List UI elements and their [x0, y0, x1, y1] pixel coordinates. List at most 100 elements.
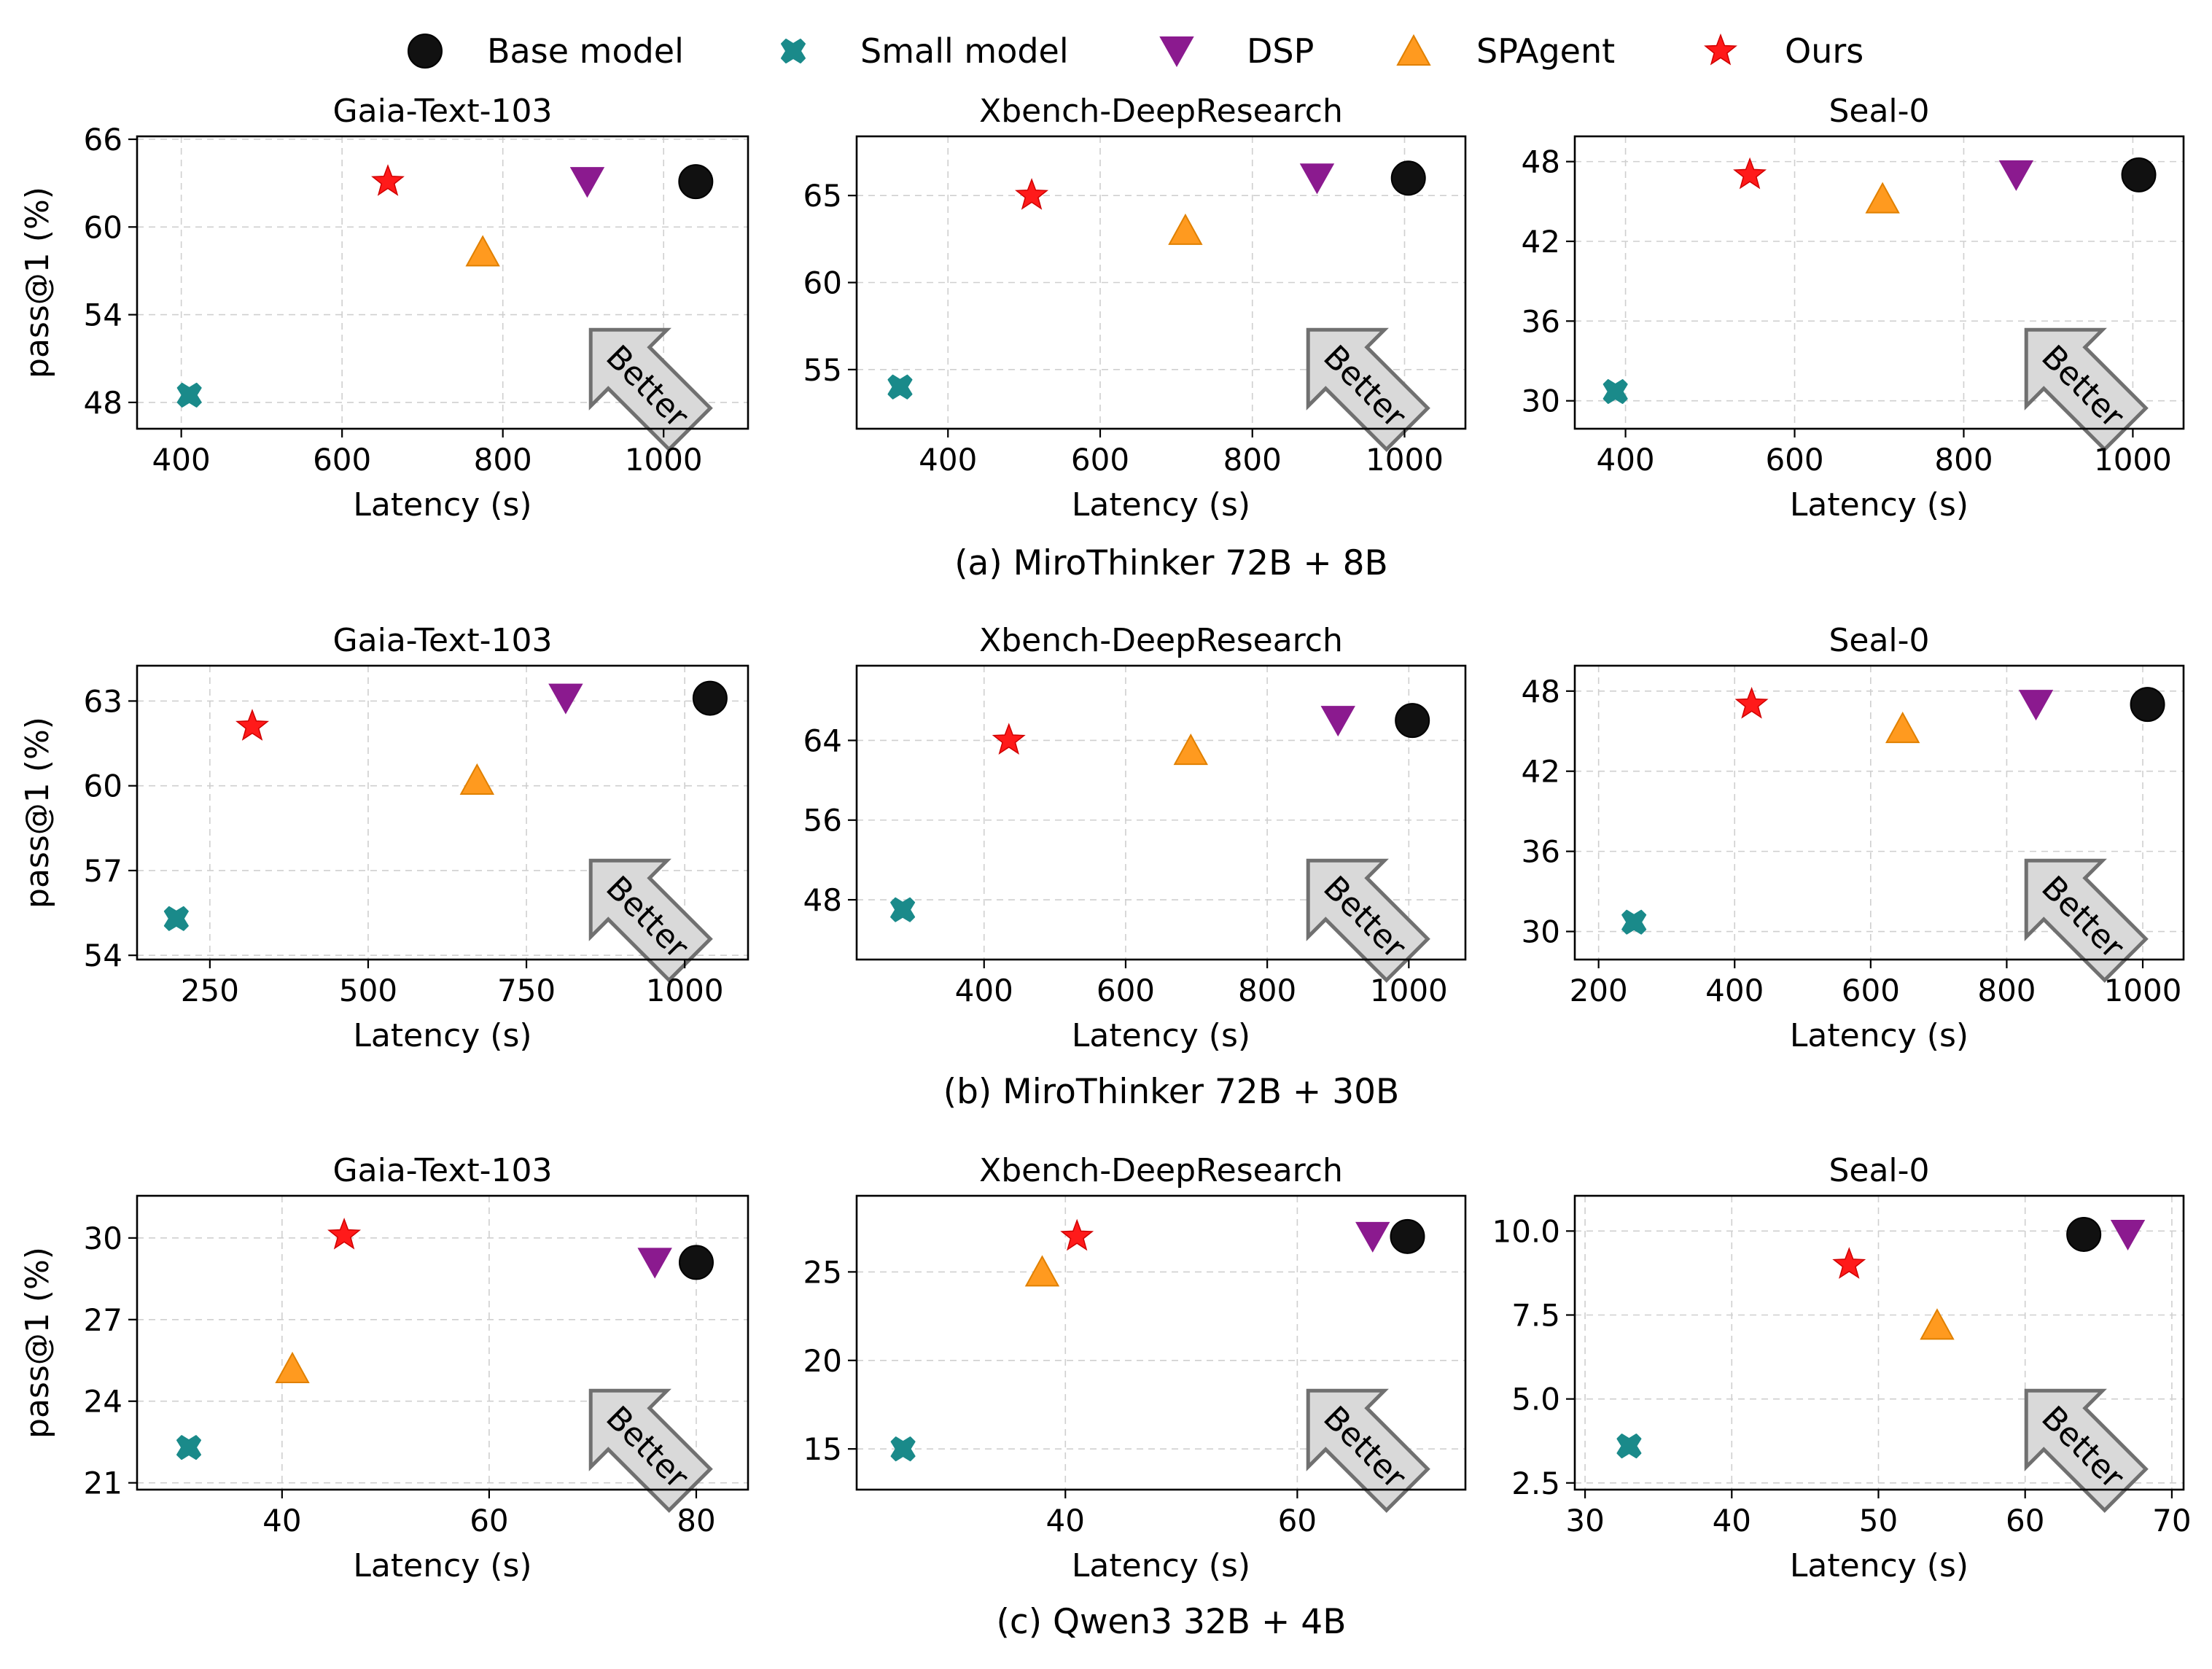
x-tick-label: 500 [339, 973, 397, 1008]
point-base [1390, 1218, 1425, 1254]
point-base [2121, 157, 2157, 192]
x-tick-label: 60 [1278, 1503, 1317, 1538]
y-tick-label: 36 [1522, 834, 1560, 870]
subplot: Better 200 400 600 800 1000 30 36 42 48 Seal-0 Late… [1522, 622, 2185, 1054]
x-tick-label: 1000 [646, 973, 724, 1008]
subplot-title: Seal-0 [1829, 622, 1929, 659]
y-tick-label: 48 [803, 882, 842, 918]
point-spa [1168, 213, 1203, 245]
plot-frame [855, 1194, 1467, 1491]
point-small [176, 1435, 202, 1460]
y-tick-label: 48 [1522, 144, 1560, 180]
x-tick-label: 80 [677, 1503, 715, 1538]
subplot-title: Xbench-DeepResearch [979, 1152, 1343, 1189]
x-tick-label: 600 [1071, 442, 1129, 478]
point-small [890, 897, 916, 922]
x-tick-label: 600 [313, 442, 371, 478]
better-arrow: Better [588, 1388, 713, 1513]
x-tick-label: 30 [1565, 1503, 1604, 1538]
x-tick-label: 800 [1934, 442, 1993, 478]
x-tick-label: 40 [1713, 1503, 1751, 1538]
subplot-title: Gaia-Text-103 [333, 1152, 553, 1189]
point-dsp [1998, 160, 2034, 191]
x-axis-label: Latency (s) [353, 1547, 531, 1584]
legend: Base model Small model DSP SPAgent Ours [408, 31, 1864, 71]
y-tick-label: 5.0 [1511, 1382, 1560, 1417]
plot-frame [136, 1194, 749, 1491]
point-dsp [1355, 1221, 1390, 1253]
y-tick-label: 21 [84, 1466, 122, 1501]
point-small [890, 1436, 916, 1462]
point-ours [1733, 157, 1767, 190]
better-arrow: Better [2024, 1388, 2149, 1513]
y-tick-label: 15 [803, 1431, 842, 1467]
point-dsp [569, 167, 605, 198]
grid [137, 1196, 748, 1490]
x-tick-label: 400 [919, 442, 977, 478]
subplot: Better 400 600 800 1000 30 36 42 48 Seal-0 Latency… [1522, 93, 2185, 524]
point-ours [1060, 1218, 1094, 1251]
y-tick-label: 27 [84, 1302, 122, 1338]
y-tick-label: 64 [803, 723, 842, 758]
point-ours [992, 723, 1026, 755]
x-tick-label: 800 [474, 442, 532, 478]
point-ours [1734, 686, 1769, 719]
better-arrow: Better [2024, 327, 2149, 452]
point-small [163, 906, 189, 931]
subplot: Better 40 60 80 21 24 27 30 Gaia-Text-103 Latency… [19, 1152, 749, 1584]
better-arrow: Better [588, 327, 713, 452]
point-spa [1024, 1255, 1060, 1287]
better-arrow: Better [588, 858, 713, 983]
x-tick-label: 400 [1596, 442, 1654, 478]
grid [137, 666, 748, 960]
point-dsp [637, 1248, 672, 1279]
x-axis-label: Latency (s) [1790, 1547, 1968, 1584]
x-tick-label: 400 [152, 442, 211, 478]
better-arrow: Better [1306, 858, 1430, 983]
y-tick-label: 7.5 [1511, 1298, 1560, 1334]
grid [137, 136, 748, 429]
y-tick-label: 30 [1522, 384, 1560, 419]
point-dsp [548, 683, 583, 715]
point-base [1390, 160, 1426, 196]
y-tick-label: 2.5 [1511, 1466, 1560, 1501]
subplot: Better 250 500 750 1000 54 57 60 63 Gaia-Text-103… [19, 622, 749, 1054]
row-caption: (a) MiroThinker 72B + 8B [954, 543, 1388, 583]
x-tick-label: 1000 [1370, 973, 1448, 1008]
x-tick-label: 40 [1046, 1503, 1085, 1538]
y-tick-label: 54 [84, 938, 122, 973]
x-tick-label: 750 [497, 973, 556, 1008]
legend-marker-spa [1396, 34, 1431, 66]
subplot: Better 400 600 800 1000 48 54 60 66 Gaia-Text-103… [19, 93, 749, 524]
row-caption: (c) Qwen3 32B + 4B [997, 1602, 1347, 1642]
y-tick-label: 20 [803, 1343, 842, 1379]
x-axis-label: Latency (s) [1790, 1017, 1968, 1054]
x-tick-label: 1000 [625, 442, 703, 478]
better-arrow: Better [2024, 858, 2149, 983]
x-tick-label: 1000 [2094, 442, 2172, 478]
x-tick-label: 800 [1977, 973, 2036, 1008]
point-base [678, 1245, 714, 1280]
x-tick-label: 1000 [1366, 442, 1444, 478]
y-tick-label: 60 [803, 265, 842, 301]
y-tick-label: 25 [803, 1254, 842, 1290]
point-ours [235, 709, 270, 741]
legend-marker-dsp [1159, 36, 1194, 68]
x-tick-label: 600 [1842, 973, 1900, 1008]
point-ours [371, 164, 405, 196]
subplot-title: Gaia-Text-103 [333, 93, 553, 130]
point-base [678, 164, 714, 200]
y-tick-label: 42 [1522, 754, 1560, 790]
legend-marker-ours [1704, 33, 1737, 66]
point-ours [1015, 178, 1049, 210]
point-dsp [2110, 1219, 2146, 1251]
y-tick-label: 66 [84, 122, 122, 157]
point-spa [1920, 1308, 1955, 1340]
y-axis-label: pass@1 (%) [19, 1247, 56, 1439]
x-tick-label: 800 [1223, 442, 1282, 478]
x-tick-label: 600 [1765, 442, 1823, 478]
x-tick-label: 60 [2006, 1503, 2044, 1538]
legend-marker-base [408, 34, 443, 69]
y-tick-label: 42 [1522, 224, 1560, 260]
plot-frame [855, 664, 1467, 961]
